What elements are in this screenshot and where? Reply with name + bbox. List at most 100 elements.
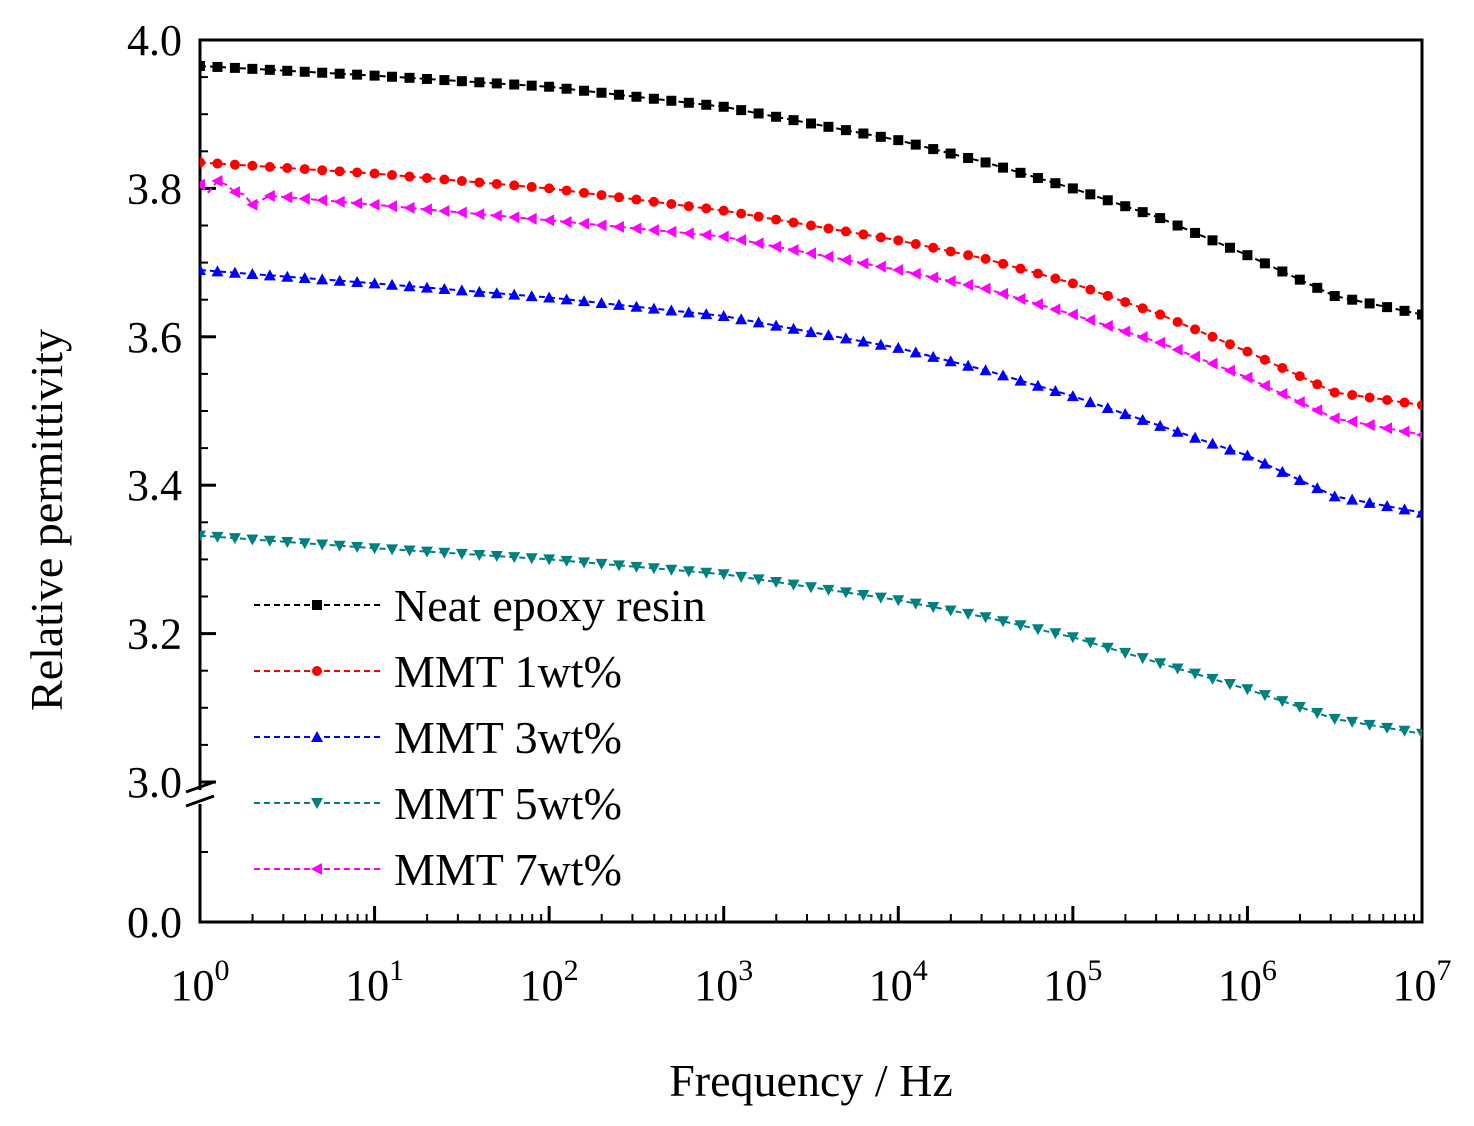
data-point (1381, 422, 1393, 435)
data-point (788, 217, 799, 228)
data-point (944, 275, 956, 288)
data-point (509, 180, 520, 191)
data-point (753, 211, 764, 222)
data-point (1259, 258, 1270, 269)
data-point (1014, 292, 1026, 305)
data-point (630, 222, 642, 235)
data-point (579, 187, 590, 198)
data-point (1172, 220, 1183, 231)
data-point (455, 206, 467, 219)
data-point (1084, 314, 1096, 327)
data-point (1224, 242, 1235, 253)
data-point (317, 165, 328, 176)
data-point (316, 273, 329, 285)
data-point (858, 128, 869, 139)
data-point (1050, 178, 1061, 189)
data-point (647, 224, 659, 237)
data-point (717, 230, 729, 243)
y-tick-label: 4.0 (127, 16, 182, 65)
data-point (1031, 624, 1044, 636)
legend: Neat epoxy resin MMT 1wt% MMT 3wt% MMT 5wt%… (254, 580, 706, 895)
data-point (1067, 278, 1078, 289)
data-point (352, 167, 363, 178)
data-point (560, 555, 573, 567)
x-tick-exponent: 7 (1437, 954, 1452, 987)
data-point (1311, 404, 1323, 417)
data-point (200, 157, 205, 168)
data-point (666, 95, 677, 106)
data-point (1206, 673, 1219, 685)
data-point (1277, 362, 1288, 373)
series-line (200, 179, 1422, 436)
data-point (1136, 331, 1148, 344)
data-point (1363, 719, 1376, 731)
data-point (351, 197, 363, 210)
data-point (1312, 282, 1323, 293)
data-point (1346, 415, 1358, 428)
data-point (421, 173, 432, 184)
data-point (596, 190, 607, 201)
data-point (998, 162, 1009, 173)
data-point (857, 257, 869, 270)
data-point (1066, 632, 1079, 644)
data-point (212, 158, 223, 169)
legend-label: Neat epoxy resin (394, 580, 706, 631)
data-point (1120, 201, 1131, 212)
data-point (403, 545, 416, 557)
data-point (200, 178, 205, 191)
data-point (612, 298, 625, 310)
data-point (823, 223, 834, 234)
data-point (1154, 336, 1166, 349)
data-point (526, 80, 537, 91)
data-point (1084, 396, 1097, 408)
data-point (980, 253, 991, 264)
data-point (840, 226, 851, 237)
data-point (579, 85, 590, 96)
data-point (1066, 308, 1078, 321)
data-point (1049, 628, 1062, 640)
data-point (771, 111, 782, 122)
data-point (508, 211, 520, 224)
data-point (839, 254, 851, 267)
data-point (1136, 653, 1149, 665)
data-point (386, 200, 398, 213)
data-point (700, 228, 712, 241)
y-tick-label: 3.4 (127, 461, 182, 510)
data-point (316, 539, 329, 551)
data-point (892, 341, 905, 353)
data-point (1241, 449, 1254, 461)
data-point (298, 272, 311, 284)
data-point (1347, 389, 1358, 400)
y-tick-label: 3.6 (127, 313, 182, 362)
data-point (735, 233, 747, 246)
x-tick-exponent: 3 (738, 954, 753, 987)
data-point (438, 204, 450, 217)
data-point (299, 164, 310, 175)
data-point (264, 161, 275, 172)
data-point (1049, 384, 1062, 396)
data-point (822, 329, 835, 341)
data-point (701, 99, 712, 110)
data-point (1223, 679, 1236, 691)
data-point (1155, 213, 1166, 224)
legend-entry: MMT 7wt% (254, 844, 622, 895)
data-point (1136, 413, 1149, 425)
data-point (927, 271, 939, 284)
x-axis-ticks (198, 906, 1424, 922)
data-point (1049, 303, 1061, 316)
data-point (630, 561, 643, 573)
data-point (840, 125, 851, 136)
data-point (211, 531, 224, 543)
data-point (787, 243, 799, 256)
data-point (491, 178, 502, 189)
series-layer (200, 60, 1422, 740)
x-axis-title: Frequency / Hz (669, 1055, 953, 1106)
data-point (473, 549, 486, 561)
data-point (682, 306, 695, 318)
data-point (1381, 722, 1394, 734)
series-line (200, 65, 1422, 316)
data-point (1241, 684, 1254, 696)
data-point (211, 174, 223, 187)
data-point (1120, 297, 1131, 308)
x-tick-exponent: 2 (564, 954, 579, 987)
